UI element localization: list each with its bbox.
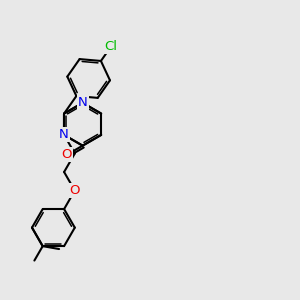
Text: O: O (70, 184, 80, 197)
Text: N: N (59, 128, 69, 141)
Text: N: N (78, 96, 88, 109)
Text: O: O (61, 148, 72, 161)
Text: Cl: Cl (104, 40, 117, 53)
